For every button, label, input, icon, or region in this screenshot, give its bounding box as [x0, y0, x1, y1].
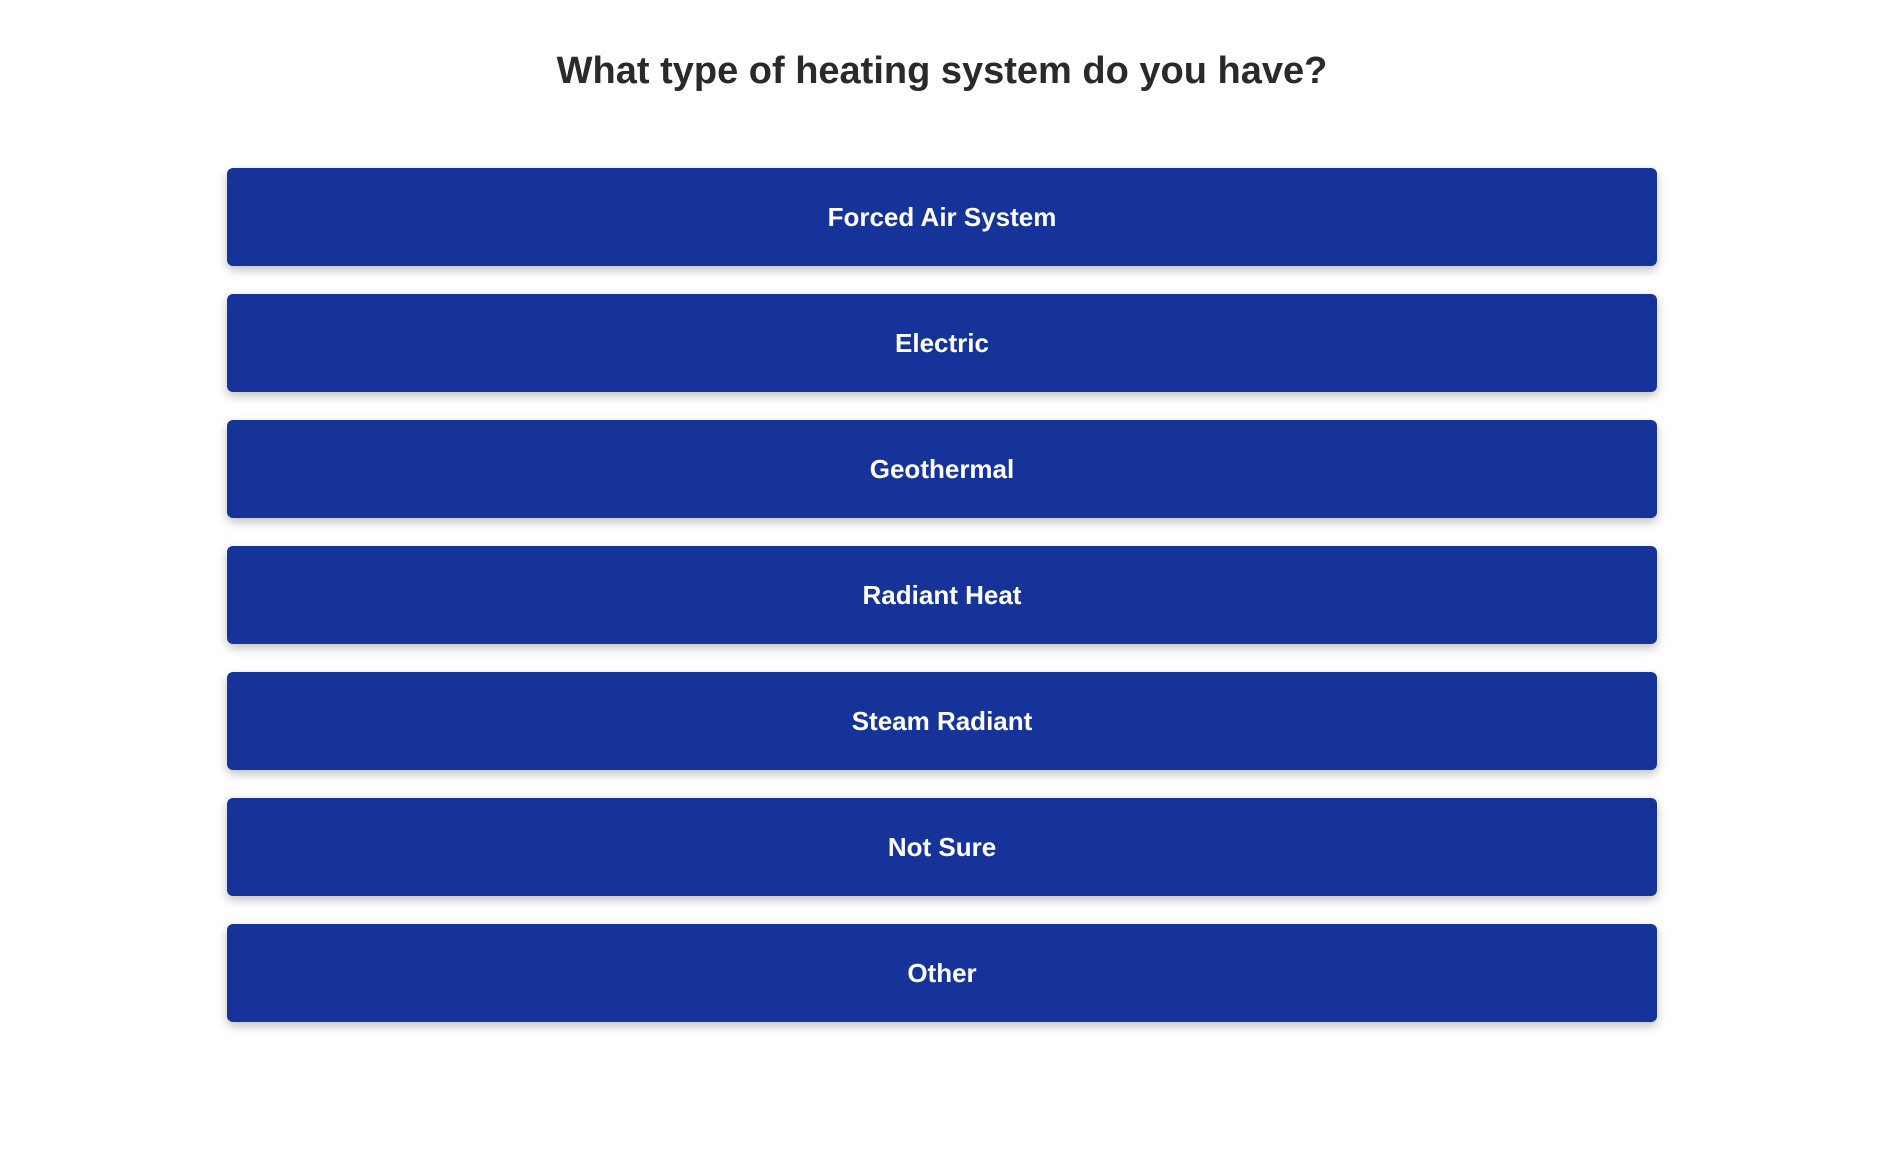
option-steam-radiant[interactable]: Steam Radiant — [227, 672, 1657, 770]
option-label: Other — [907, 958, 976, 989]
question-title: What type of heating system do you have? — [557, 50, 1328, 93]
option-label: Steam Radiant — [852, 706, 1033, 737]
option-electric[interactable]: Electric — [227, 294, 1657, 392]
options-container: Forced Air System Electric Geothermal Ra… — [227, 168, 1657, 1022]
option-label: Radiant Heat — [863, 580, 1022, 611]
option-geothermal[interactable]: Geothermal — [227, 420, 1657, 518]
option-label: Geothermal — [870, 454, 1015, 485]
option-radiant-heat[interactable]: Radiant Heat — [227, 546, 1657, 644]
option-not-sure[interactable]: Not Sure — [227, 798, 1657, 896]
option-forced-air-system[interactable]: Forced Air System — [227, 168, 1657, 266]
option-label: Forced Air System — [828, 202, 1057, 233]
option-label: Electric — [895, 328, 989, 359]
option-other[interactable]: Other — [227, 924, 1657, 1022]
option-label: Not Sure — [888, 832, 996, 863]
